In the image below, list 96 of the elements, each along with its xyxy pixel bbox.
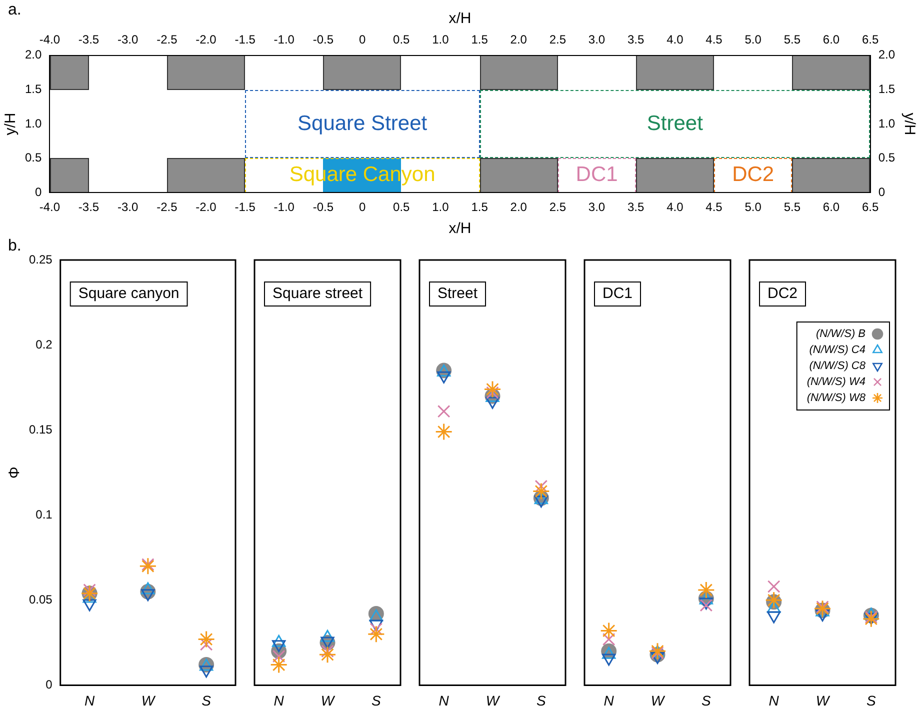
x-tick-label: 1.5	[471, 32, 488, 47]
x2-tick-label: 2.5	[549, 200, 566, 214]
legend-label: (N/W/S) C4	[809, 344, 866, 356]
x2-tick-label: 5.0	[744, 200, 762, 214]
y-tick-label: 0.05	[28, 592, 53, 606]
x2-axis-title: x/H	[448, 10, 472, 28]
x-tick-label: -2.5	[156, 32, 178, 47]
text: a.	[8, 1, 22, 18]
legend-label: (N/W/S) C8	[809, 360, 866, 372]
x-tick-label: N	[438, 692, 450, 708]
x-tick-label: S	[536, 692, 546, 708]
x-tick-label: 2.0	[510, 32, 528, 47]
x2-tick-label: 3.5	[628, 200, 645, 214]
x-tick-label: S	[701, 692, 712, 708]
x-tick-label: -3.0	[117, 32, 138, 47]
y-tick-label: 0	[34, 184, 42, 199]
y-tick-label: 0.25	[28, 252, 53, 266]
x2-tick-label: 6.0	[822, 200, 840, 214]
legend-label: (N/W/S) B	[816, 328, 866, 340]
x2-tick-label: 3.0	[588, 200, 606, 214]
y2-tick-label: 1.0	[878, 116, 896, 130]
annotation: Street	[646, 112, 704, 135]
x-tick-label: 0	[358, 32, 366, 47]
text: b.	[8, 237, 22, 254]
y-tick-label: 1.5	[24, 82, 42, 96]
x-tick-label: 3.5	[628, 32, 645, 47]
y-tick-label: 0.5	[24, 150, 42, 165]
x2-tick-label: 2.0	[510, 200, 528, 214]
x-tick-label: W	[650, 692, 666, 708]
x-tick-label: 5.5	[784, 32, 801, 47]
x2-tick-label: 0	[358, 200, 366, 214]
x2-tick-label: 0.5	[393, 200, 410, 214]
annotation: DC1	[576, 163, 618, 186]
y2-tick-label: 0.5	[878, 150, 896, 165]
y-axis-title: Φ	[6, 466, 24, 479]
x-tick-label: 0.5	[393, 32, 410, 47]
x-tick-label: W	[486, 692, 501, 708]
x-tick-label: 5.0	[744, 32, 762, 47]
x2-tick-label: -4.0	[39, 200, 60, 214]
x-tick-label: 4.5	[706, 32, 723, 47]
y2-tick-label: 1.5	[878, 82, 896, 96]
text: DC1	[602, 285, 633, 302]
x-tick-label: S	[371, 692, 382, 708]
y-tick-label: 0.2	[36, 337, 53, 352]
x-tick-label: N	[84, 692, 96, 708]
legend-label: (N/W/S) W4	[806, 376, 866, 388]
x-tick-label: W	[320, 692, 336, 708]
x2-tick-label: -3.0	[117, 200, 138, 214]
x-tick-label: 6.0	[822, 32, 840, 47]
x2-tick-label: 1.0	[432, 200, 450, 214]
text: DC2	[768, 285, 798, 302]
x-tick-label: 6.5	[862, 32, 879, 47]
x-tick-label: -1.0	[274, 32, 295, 47]
x-axis-title: x/H	[448, 220, 472, 238]
x2-tick-label: 5.5	[784, 200, 801, 214]
x-tick-label: -3.5	[78, 32, 100, 47]
x-tick-label: S	[866, 692, 876, 708]
x-tick-label: N	[768, 692, 780, 708]
x2-tick-label: 4.0	[666, 200, 684, 214]
x2-tick-label: 4.5	[706, 200, 723, 214]
y-tick-label: 0.1	[36, 507, 53, 522]
x-tick-label: 3.0	[588, 32, 606, 47]
y-tick-label: 0	[46, 678, 53, 692]
y2-axis-title: y/H	[900, 112, 918, 136]
x2-tick-label: -2.0	[196, 200, 217, 214]
x2-tick-label: -0.5	[312, 200, 334, 214]
x2-tick-label: 6.5	[862, 200, 879, 214]
x-tick-label: 2.5	[549, 32, 566, 47]
y-tick-label: 0.15	[28, 422, 53, 436]
y2-tick-label: 2.0	[878, 48, 896, 62]
x2-tick-label: -2.5	[156, 200, 178, 214]
x-tick-label: 1.0	[432, 32, 450, 47]
y2-tick-label: 0	[878, 184, 886, 199]
x2-tick-label: -3.5	[78, 200, 100, 214]
x-tick-label: W	[816, 692, 831, 708]
x2-tick-label: -1.0	[274, 200, 295, 214]
y-tick-label: 2.0	[24, 48, 42, 62]
text: Square canyon	[78, 285, 180, 302]
text: Street	[438, 285, 478, 302]
x2-tick-label: -1.5	[234, 200, 256, 214]
x-tick-label: N	[274, 692, 285, 708]
x-tick-label: -0.5	[312, 32, 334, 47]
x-tick-label: N	[604, 692, 615, 708]
x2-tick-label: 1.5	[471, 200, 488, 214]
x-tick-label: -1.5	[234, 32, 256, 47]
y-axis-title: y/H	[2, 112, 20, 136]
y-tick-label: 1.0	[24, 116, 42, 130]
legend-label: (N/W/S) W8	[806, 392, 866, 404]
x-tick-label: -4.0	[39, 32, 60, 47]
x-tick-label: 4.0	[666, 32, 684, 47]
x-tick-label: S	[202, 692, 212, 708]
x-tick-label: W	[141, 692, 156, 708]
annotation: DC2	[732, 163, 774, 186]
annotation: Square Street	[298, 112, 428, 135]
text: Square street	[272, 285, 364, 302]
x-tick-label: -2.0	[196, 32, 217, 47]
